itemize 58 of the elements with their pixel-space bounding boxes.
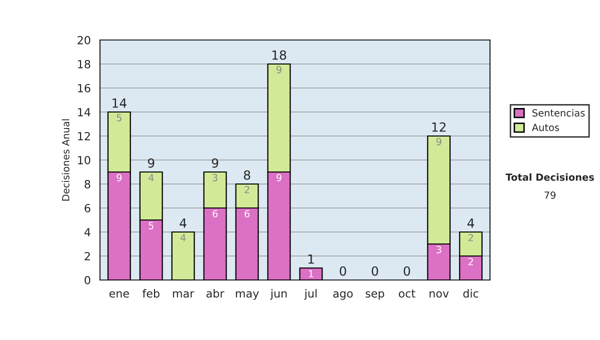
y-tick-label: 10: [78, 156, 90, 164]
data-label: 5: [148, 222, 154, 230]
x-tick-label: dic: [463, 289, 478, 298]
data-label: 2: [468, 234, 473, 242]
bar: [171, 231, 195, 280]
data-label: 9: [116, 174, 122, 182]
total-label: 1: [308, 254, 314, 264]
data-label: 4: [148, 174, 154, 182]
data-label: 4: [180, 234, 186, 242]
y-tick-label: 6: [84, 204, 90, 212]
total-label: 18: [272, 50, 286, 60]
total-label: 4: [180, 218, 186, 228]
total-label: 4: [467, 218, 474, 228]
x-tick-label: feb: [142, 289, 160, 298]
data-label: 5: [116, 114, 122, 122]
x-tick-label: nov: [430, 291, 449, 298]
x-tick-label: sep: [366, 291, 384, 300]
data-label: 1: [308, 270, 314, 278]
data-label: 9: [276, 66, 282, 74]
y-tick-label: 0: [84, 276, 90, 284]
total-label: 14: [112, 98, 126, 108]
x-tick-label: oct: [398, 290, 416, 298]
data-label: 2: [244, 186, 250, 194]
y-tick-label: 2: [84, 252, 90, 260]
total-label: 9: [148, 158, 154, 168]
x-tick-label: mar: [173, 291, 194, 298]
total-label: 0: [404, 266, 410, 276]
y-axis-title: Decisiones Anual: [62, 119, 70, 201]
y-tick-label: 14: [78, 108, 90, 116]
total-label: 8: [244, 170, 250, 180]
data-label: 2: [468, 258, 473, 266]
text: Total Decisiones: [506, 173, 594, 181]
x-tick-label: abr: [206, 289, 224, 298]
data-label: 3: [436, 246, 442, 254]
y-tick-label: 18: [78, 60, 90, 68]
data-label: 9: [276, 174, 282, 182]
y-tick-label: 12: [78, 132, 90, 140]
total-label: 12: [432, 122, 446, 132]
data-label: 6: [212, 210, 218, 218]
y-tick-label: 8: [84, 180, 90, 188]
bar: [299, 267, 323, 280]
y-tick-label: 16: [78, 84, 90, 92]
total-label: 0: [340, 266, 346, 276]
legend-label: Autos: [532, 124, 560, 132]
x-tick-label: jul: [304, 289, 317, 300]
total-label: 0: [372, 266, 378, 276]
text: 79: [544, 191, 556, 199]
total-label: 9: [212, 158, 218, 168]
data-label: 3: [212, 174, 218, 182]
x-tick-label: ago: [333, 291, 353, 300]
x-tick-label: may: [236, 291, 259, 300]
y-tick-label: 4: [84, 228, 90, 236]
y-tick-label: 20: [78, 36, 90, 44]
x-tick-label: ene: [109, 291, 129, 298]
x-tick-label: jun: [270, 289, 287, 300]
data-label: 9: [436, 138, 442, 146]
data-label: 6: [244, 210, 250, 218]
legend-label: Sentencias: [532, 109, 585, 117]
